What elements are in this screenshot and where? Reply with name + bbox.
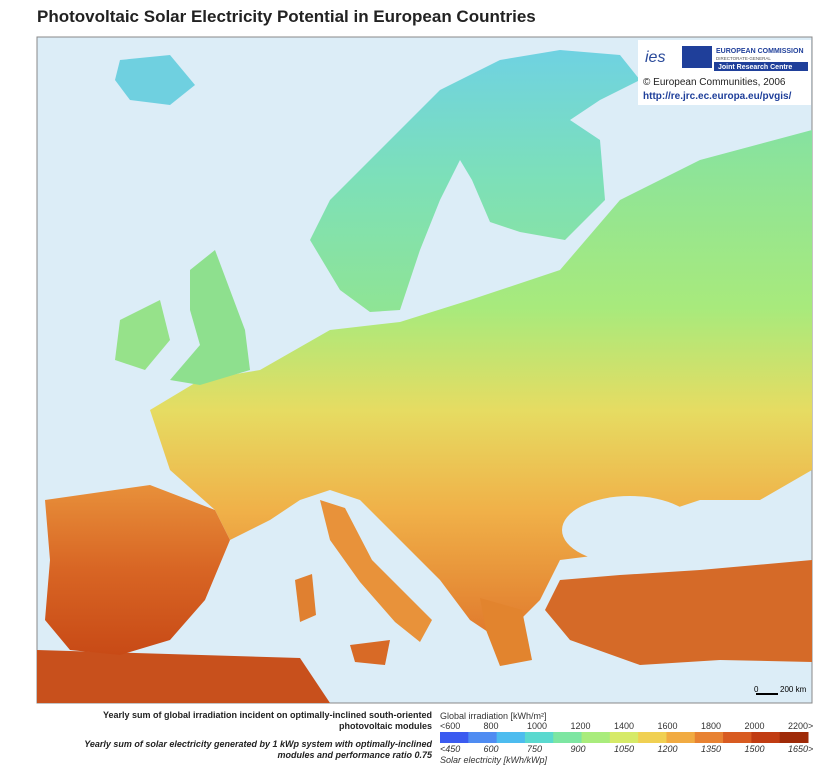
irradiation-label: 1000 (527, 721, 547, 731)
legend-color (524, 732, 554, 743)
map (36, 36, 813, 704)
irradiation-label: 1600 (658, 721, 678, 731)
great-britain (170, 250, 250, 385)
electricity-label: 600 (484, 744, 499, 754)
ireland (115, 300, 170, 370)
electricity-label: 1350 (701, 744, 721, 754)
legend-color (468, 732, 498, 743)
logo-background (638, 40, 811, 105)
url: http://re.jrc.ec.europa.eu/pvgis/ (643, 91, 792, 102)
legend-color (666, 732, 696, 743)
legend: Global irradiation [kWh/m²] Solar electr… (440, 711, 813, 765)
irradiation-label: 2000 (745, 721, 765, 731)
black-sea (562, 496, 698, 564)
irradiation-label: <600 (440, 721, 460, 731)
electricity-label: 1650> (788, 744, 813, 754)
captions: Yearly sum of global irradiation inciden… (84, 710, 433, 760)
electricity-label: 1200 (658, 744, 678, 754)
legend-color (751, 732, 781, 743)
map-title: Photovoltaic Solar Electricity Potential… (37, 7, 536, 26)
italy (320, 500, 432, 642)
sardinia (295, 574, 316, 622)
iberia (45, 485, 230, 655)
legend-color (609, 732, 639, 743)
turkey (545, 560, 812, 665)
scale-bar: 0 200 km (754, 685, 807, 695)
irradiation-caption: photovoltaic modules (339, 721, 432, 731)
electricity-label: 1050 (614, 744, 634, 754)
scale-zero: 0 (754, 685, 759, 694)
electricity-caption: Yearly sum of solar electricity generate… (84, 739, 432, 749)
legend-color (638, 732, 667, 743)
scandinavia (310, 50, 640, 312)
logo-box: ies EUROPEAN COMMISSION DIRECTORATE-GENE… (638, 40, 811, 105)
directorate: DIRECTORATE-GENERAL (716, 56, 771, 61)
irradiation-title: Global irradiation [kWh/m²] (440, 711, 547, 721)
copyright: © European Communities, 2006 (643, 77, 786, 88)
irradiation-label: 1800 (701, 721, 721, 731)
electricity-label: <450 (440, 744, 460, 754)
electricity-label: 900 (571, 744, 586, 754)
legend-color (496, 732, 526, 743)
legend-color (581, 732, 611, 743)
irradiation-label: 1400 (614, 721, 634, 731)
electricity-title: Solar electricity [kWh/kWp] (440, 755, 548, 765)
north-africa (37, 650, 330, 703)
legend-color (723, 732, 752, 743)
iceland (115, 55, 195, 105)
legend-color (553, 732, 583, 743)
irradiation-label: 2200> (788, 721, 813, 731)
legend-color (440, 732, 469, 743)
jrc-band (714, 62, 808, 71)
electricity-caption: modules and performance ratio 0.75 (277, 750, 433, 760)
scale-distance: 200 km (780, 685, 807, 694)
greece (480, 598, 532, 666)
irradiation-label: 800 (484, 721, 499, 731)
irradiation-label: 1200 (571, 721, 591, 731)
jrc: Joint Research Centre (718, 64, 792, 71)
electricity-label: 750 (527, 744, 542, 754)
legend-color (779, 732, 809, 743)
ies-logo: ies (645, 49, 665, 66)
eu-flag (682, 46, 712, 68)
electricity-label: 1500 (745, 744, 765, 754)
legend-color (694, 732, 724, 743)
commission: EUROPEAN COMMISSION (716, 48, 804, 55)
irradiation-caption: Yearly sum of global irradiation inciden… (103, 710, 432, 720)
sicily (350, 640, 390, 665)
